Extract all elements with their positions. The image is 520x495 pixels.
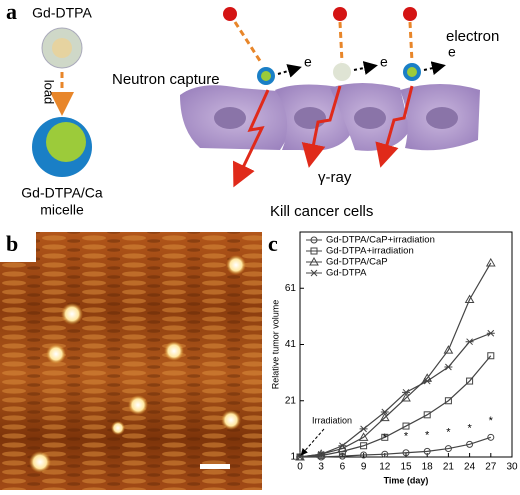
label: e xyxy=(380,54,388,70)
marker xyxy=(401,392,411,402)
x-tick-label: 0 xyxy=(297,462,303,473)
x-axis-label: Time (day) xyxy=(384,475,429,485)
marker xyxy=(338,442,347,450)
y-axis-label: Relative tumor volume xyxy=(270,300,280,390)
panel-b: b xyxy=(0,231,262,490)
x-tick-label: 27 xyxy=(485,462,497,473)
marker xyxy=(466,440,474,448)
marker xyxy=(338,452,346,460)
marker xyxy=(402,422,410,430)
x-tick-label: 18 xyxy=(422,462,434,473)
series-line xyxy=(299,355,492,458)
legend-label: Gd-DTPA/CaP+irradiation xyxy=(326,235,435,246)
label: Neutron capture xyxy=(112,71,220,88)
significance: * xyxy=(467,422,472,434)
chart: 0 3 6 9 12 15 18 21 24 27 30 1 21 41 61 Time (day) Relat… xyxy=(270,231,518,485)
annotation: Irradiation xyxy=(312,415,352,425)
x-tick-label: 15 xyxy=(400,462,412,473)
legend-label: Gd-DTPA/CaP xyxy=(326,257,388,268)
legend-marker xyxy=(310,236,318,244)
marker xyxy=(423,377,432,385)
y-tick-label: 61 xyxy=(285,283,297,294)
legend-marker xyxy=(310,269,318,277)
significance: * xyxy=(446,426,451,438)
panel-a: a Gd-DTPA load Gd-DTPA/Ca micelle Neutro… xyxy=(6,0,499,220)
legend-label: Gd-DTPA+irradiation xyxy=(326,246,414,257)
label: Kill cancer cells xyxy=(270,203,373,220)
marker xyxy=(360,442,368,450)
scale-bar xyxy=(200,464,230,469)
significance: * xyxy=(489,415,494,427)
significance: * xyxy=(383,432,388,444)
marker xyxy=(485,257,496,267)
marker xyxy=(423,411,431,419)
marker xyxy=(465,338,474,346)
marker xyxy=(317,450,326,458)
label: e xyxy=(448,44,456,60)
y-tick-label: 21 xyxy=(285,395,297,406)
marker xyxy=(464,294,475,303)
marker xyxy=(466,377,474,385)
marker xyxy=(379,412,390,422)
marker xyxy=(487,433,495,441)
x-tick-label: 21 xyxy=(443,462,455,473)
label: Gd-DTPA/Ca xyxy=(21,185,103,201)
x-tick-label: 12 xyxy=(379,462,391,473)
marker xyxy=(358,432,369,441)
micelle-core xyxy=(46,122,86,162)
legend-marker xyxy=(310,247,318,255)
x-tick-label: 24 xyxy=(464,462,476,473)
y-tick-label: 1 xyxy=(290,452,296,463)
afm-texture xyxy=(0,232,262,490)
marker xyxy=(444,397,452,405)
core xyxy=(52,38,72,58)
series-line xyxy=(299,332,492,458)
label: e xyxy=(304,54,312,70)
x-tick-label: 6 xyxy=(340,462,346,473)
marker xyxy=(486,329,495,337)
marker xyxy=(381,433,389,441)
legend-marker xyxy=(309,256,319,266)
y-tick-label: 41 xyxy=(285,339,297,350)
panel-label: b xyxy=(6,231,18,256)
panel-label: a xyxy=(6,0,17,24)
x-tick-label: 30 xyxy=(506,462,518,473)
series-line xyxy=(299,262,492,458)
panel-label: c xyxy=(268,231,278,256)
marker xyxy=(444,363,453,371)
marker xyxy=(444,445,452,453)
marker xyxy=(360,451,368,459)
marker xyxy=(423,447,431,455)
x-tick-label: 9 xyxy=(361,462,367,473)
neutrons xyxy=(223,7,446,188)
series-line xyxy=(300,436,491,458)
marker xyxy=(402,388,410,396)
label: micelle xyxy=(40,202,84,218)
label: electron xyxy=(446,28,499,45)
marker xyxy=(443,345,454,354)
significance: * xyxy=(404,431,409,443)
significance: * xyxy=(425,429,430,441)
annotation-arrow xyxy=(300,428,325,456)
marker xyxy=(402,449,410,457)
marker xyxy=(359,425,368,433)
label: γ-ray xyxy=(318,169,352,186)
x-tick-label: 3 xyxy=(318,462,324,473)
label: load xyxy=(42,80,57,105)
legend-label: Gd-DTPA xyxy=(326,268,367,279)
marker xyxy=(487,352,495,360)
label: Gd-DTPA xyxy=(32,5,92,21)
marker xyxy=(381,450,389,458)
marker xyxy=(380,408,389,416)
